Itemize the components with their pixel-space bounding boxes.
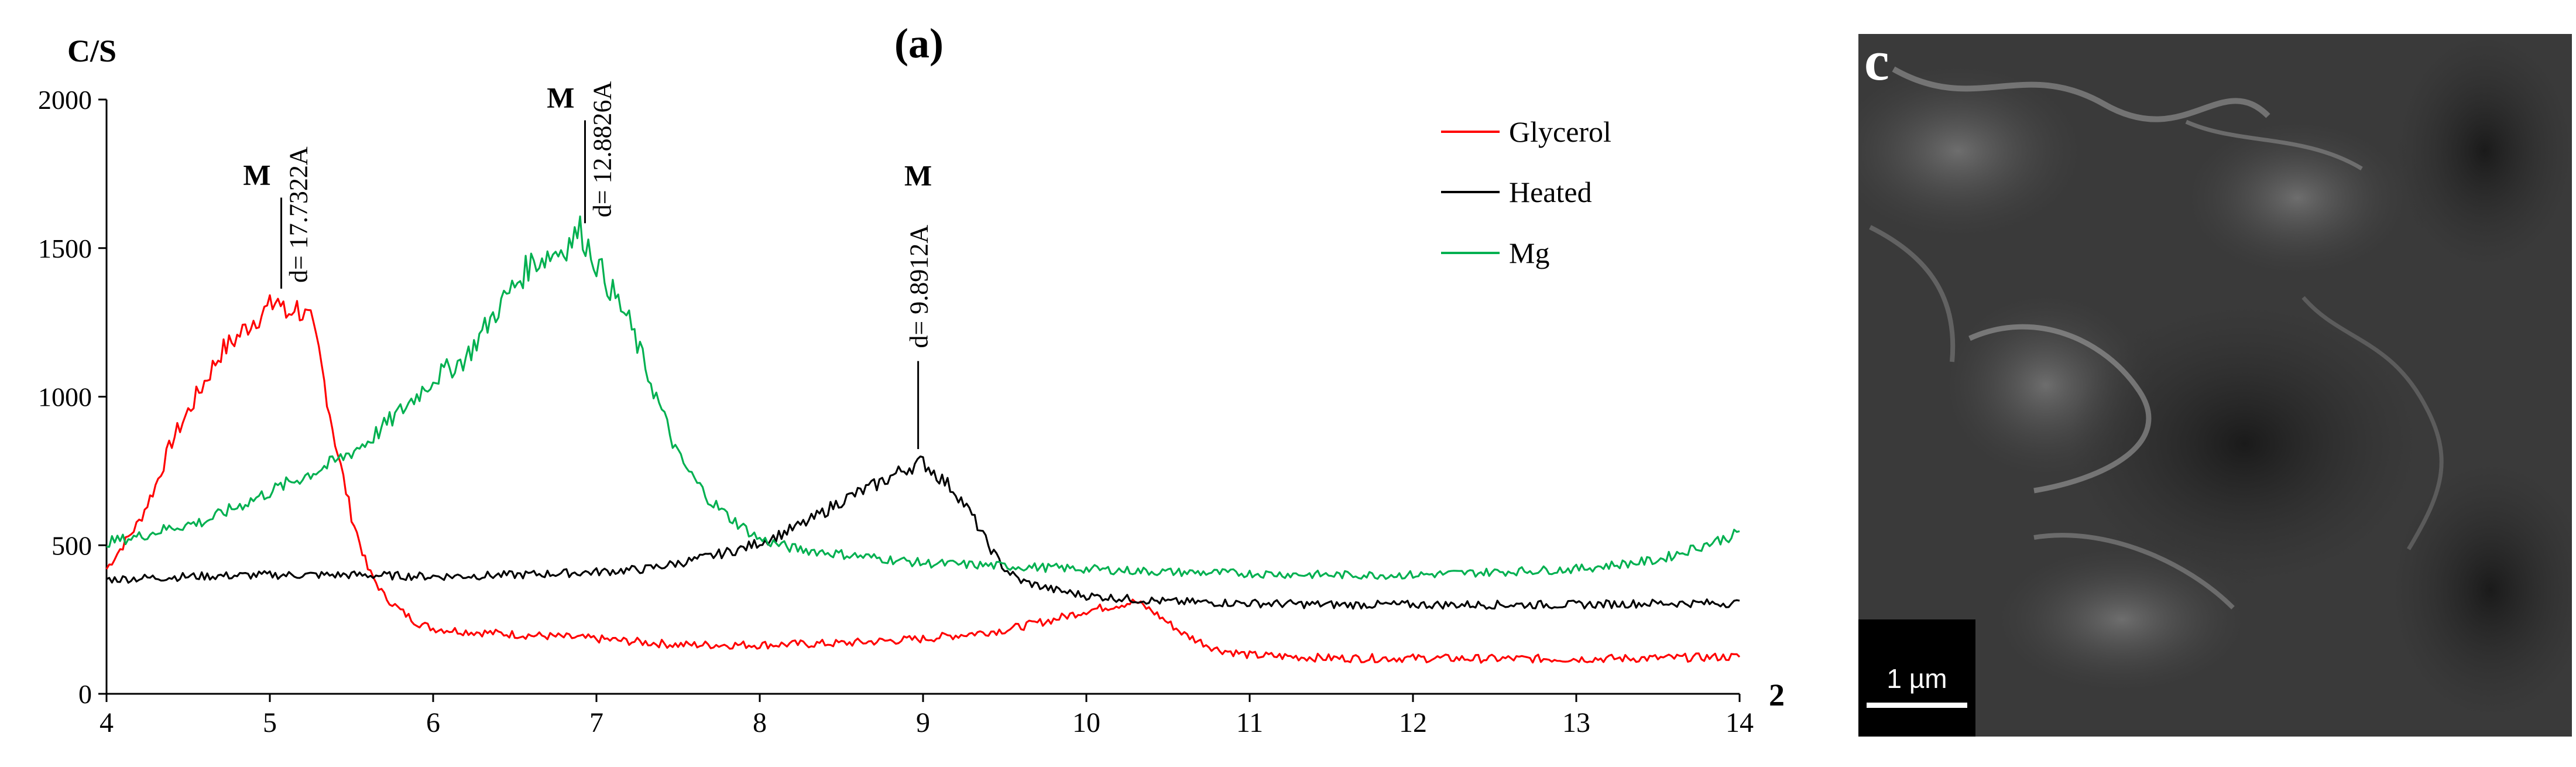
scale-bar: [1858, 619, 1975, 737]
scale-bar-line: [1867, 703, 1967, 708]
x-tick-label: 10: [1072, 707, 1100, 738]
x-tick-label: 9: [916, 707, 930, 738]
d-spacing-label: d= 9.8912A: [905, 225, 934, 348]
series-lines: [105, 215, 1741, 664]
series-line-heated: [106, 456, 1740, 610]
series-line-glycerol: [105, 294, 1741, 664]
y-tick-label: 500: [52, 530, 92, 560]
y-tick-label: 2000: [38, 85, 92, 115]
sem-texture: [1858, 34, 2572, 737]
x-tick-label: 12: [1399, 707, 1427, 738]
panel-letter: c: [1864, 34, 1889, 92]
x-tick-label: 4: [100, 707, 114, 738]
axes: 4 5 6 7 8 9 10 11 12 13 14 0 500 1000 1500 2000: [38, 85, 1754, 738]
legend: Glycerol Heated Mg: [1441, 115, 1611, 269]
d-spacing-label: d= 17.7322A: [284, 146, 313, 283]
peak-label: M: [904, 159, 932, 192]
x-tick-label: 13: [1562, 707, 1590, 738]
y-tick-label: 0: [78, 679, 92, 709]
x-tick-label: 6: [426, 707, 440, 738]
legend-label-heated: Heated: [1509, 176, 1592, 208]
peak-label: M: [243, 158, 270, 191]
scale-bar-label: 1 µm: [1886, 663, 1947, 694]
x-tick-label: 11: [1236, 707, 1263, 738]
y-tick-label: 1500: [38, 234, 92, 263]
legend-label-mg: Mg: [1509, 237, 1549, 269]
legend-item-mg: Mg: [1441, 237, 1549, 269]
x-tick-label: 7: [589, 707, 603, 738]
series-line-mg: [106, 215, 1740, 580]
peak-label: M: [547, 81, 574, 114]
y-axis-label: C/S: [67, 33, 116, 69]
y-tick-label: 1000: [38, 382, 92, 412]
x-axis-label: 2 θ: [1769, 677, 1791, 713]
legend-item-heated: Heated: [1441, 176, 1592, 208]
sem-micrograph: c 1 µm: [1858, 34, 2572, 737]
legend-item-glycerol: Glycerol: [1441, 115, 1611, 148]
chart-title: (a): [894, 20, 944, 67]
x-tick-label: 5: [263, 707, 277, 738]
d-spacing-label: d= 12.8826A: [588, 81, 616, 217]
legend-label-glycerol: Glycerol: [1509, 115, 1611, 148]
xrd-chart: (a) C/S 2 θ 4 5 6 7 8 9 10 11 12 13 14 0 500 1000 1500…: [38, 20, 1791, 738]
x-tick-label: 8: [753, 707, 767, 738]
x-tick-label: 14: [1726, 707, 1754, 738]
